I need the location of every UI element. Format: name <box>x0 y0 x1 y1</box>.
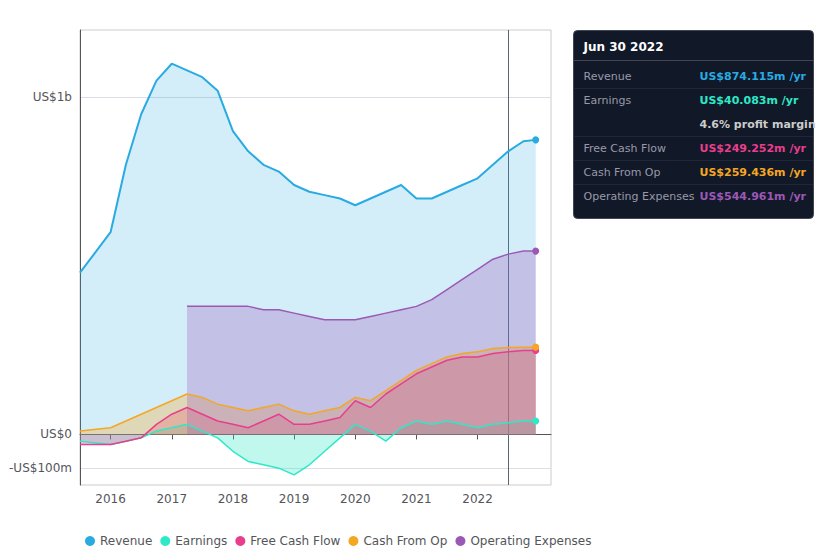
svg-text:2019: 2019 <box>279 492 310 506</box>
svg-text:US$1b: US$1b <box>33 90 72 104</box>
svg-text:Revenue: Revenue <box>584 70 632 83</box>
svg-text:2021: 2021 <box>401 492 432 506</box>
svg-text:US$249.252m /yr: US$249.252m /yr <box>700 142 807 155</box>
svg-text:2020: 2020 <box>340 492 371 506</box>
svg-text:Cash From Op: Cash From Op <box>584 166 661 179</box>
svg-text:US$259.436m /yr: US$259.436m /yr <box>700 166 807 179</box>
svg-text:US$544.961m /yr: US$544.961m /yr <box>700 190 807 203</box>
svg-text:2022: 2022 <box>462 492 493 506</box>
svg-text:2017: 2017 <box>156 492 187 506</box>
svg-text:US$874.115m /yr: US$874.115m /yr <box>700 70 807 83</box>
svg-text:Earnings: Earnings <box>175 534 227 548</box>
svg-text:Revenue: Revenue <box>100 534 152 548</box>
svg-text:Earnings: Earnings <box>584 94 632 107</box>
svg-text:Cash From Op: Cash From Op <box>363 534 447 548</box>
svg-text:2016: 2016 <box>95 492 126 506</box>
svg-text:Free Cash Flow: Free Cash Flow <box>584 142 667 155</box>
svg-text:2018: 2018 <box>218 492 249 506</box>
svg-text:-US$100m: -US$100m <box>9 461 72 475</box>
svg-text:US$0: US$0 <box>40 427 72 441</box>
svg-text:Operating Expenses: Operating Expenses <box>584 190 695 203</box>
svg-text:4.6% profit margin: 4.6% profit margin <box>700 118 816 131</box>
svg-text:Free Cash Flow: Free Cash Flow <box>250 534 340 548</box>
svg-text:Jun 30 2022: Jun 30 2022 <box>583 40 664 54</box>
svg-text:US$40.083m /yr: US$40.083m /yr <box>700 94 799 107</box>
svg-text:Operating Expenses: Operating Expenses <box>470 534 591 548</box>
